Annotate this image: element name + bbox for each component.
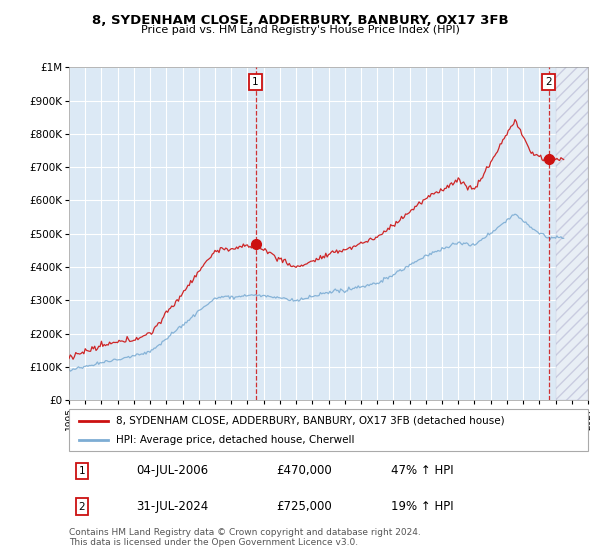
Text: Contains HM Land Registry data © Crown copyright and database right 2024.
This d: Contains HM Land Registry data © Crown c…	[69, 528, 421, 547]
Bar	[556, 67, 588, 400]
Text: 8, SYDENHAM CLOSE, ADDERBURY, BANBURY, OX17 3FB: 8, SYDENHAM CLOSE, ADDERBURY, BANBURY, O…	[92, 14, 508, 27]
Text: 31-JUL-2024: 31-JUL-2024	[136, 500, 209, 513]
Text: 2: 2	[545, 77, 552, 87]
Text: Price paid vs. HM Land Registry's House Price Index (HPI): Price paid vs. HM Land Registry's House …	[140, 25, 460, 35]
Text: £470,000: £470,000	[277, 464, 332, 478]
Text: HPI: Average price, detached house, Cherwell: HPI: Average price, detached house, Cher…	[116, 435, 354, 445]
Text: 1: 1	[79, 466, 85, 476]
Text: 2: 2	[79, 502, 85, 511]
Text: 1: 1	[252, 77, 259, 87]
Text: 8, SYDENHAM CLOSE, ADDERBURY, BANBURY, OX17 3FB (detached house): 8, SYDENHAM CLOSE, ADDERBURY, BANBURY, O…	[116, 416, 505, 426]
Text: 19% ↑ HPI: 19% ↑ HPI	[391, 500, 454, 513]
Text: 47% ↑ HPI: 47% ↑ HPI	[391, 464, 454, 478]
Text: 04-JUL-2006: 04-JUL-2006	[136, 464, 209, 478]
Bar	[556, 67, 588, 400]
Text: £725,000: £725,000	[277, 500, 332, 513]
